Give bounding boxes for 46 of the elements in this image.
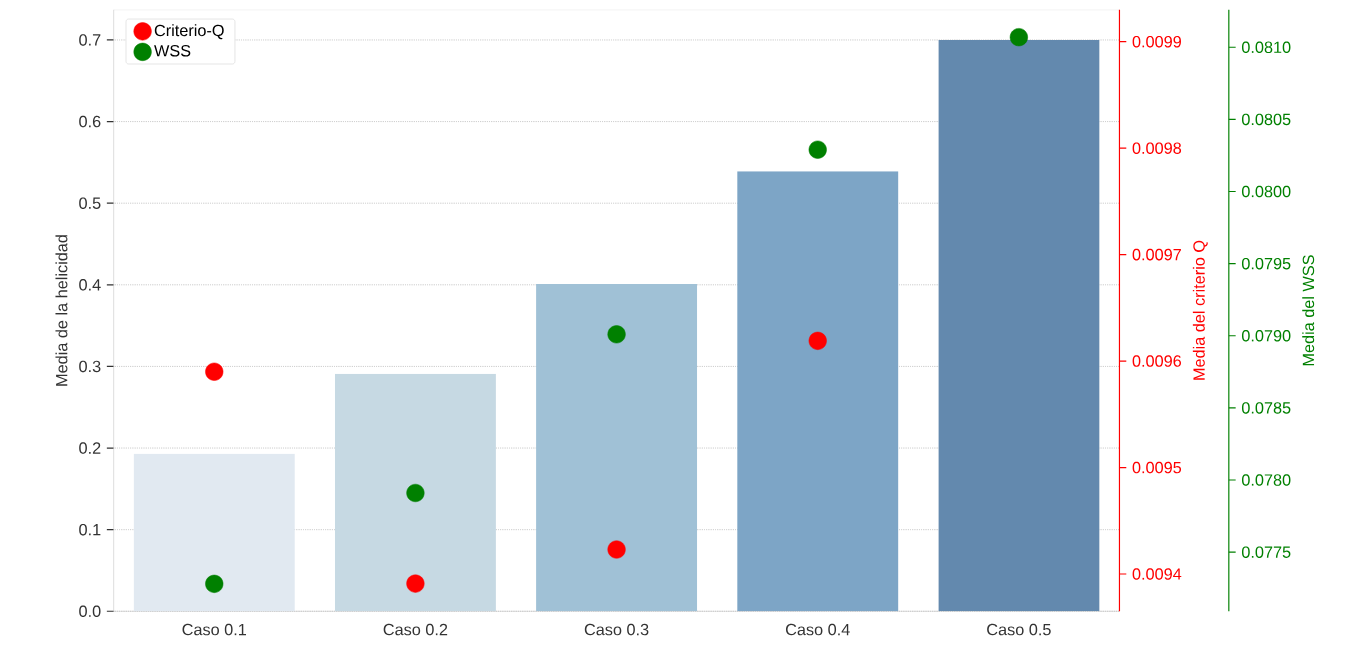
y3-tick-label: 0.0810	[1241, 41, 1291, 53]
y3-tick-label: 0.0785	[1241, 401, 1291, 414]
point	[205, 574, 224, 593]
y3-tick-label: 0.0790	[1241, 329, 1291, 342]
y2-tick-label: 0.0096	[1132, 355, 1182, 367]
point	[808, 140, 827, 159]
bar	[938, 39, 1100, 612]
y-tick-label: 0.7	[79, 34, 101, 46]
y2-tick-label: 0.0099	[1132, 35, 1181, 48]
y3-tick-label: 0.0795	[1241, 257, 1291, 270]
y2-tick-label: 0.0097	[1132, 248, 1181, 261]
x-tick-label: Caso 0.5	[987, 623, 1051, 636]
y-tick-label: 0.0	[79, 605, 101, 617]
point	[406, 483, 425, 502]
legend-label: WSS	[154, 44, 191, 57]
y2-tick-label: 0.0095	[1132, 461, 1182, 474]
bar	[536, 283, 698, 612]
y3-tick-label: 0.0805	[1241, 113, 1291, 126]
y-tick-label: 0.4	[79, 278, 101, 291]
x-tick-label: Caso 0.2	[383, 623, 448, 636]
point	[1009, 27, 1028, 47]
point	[808, 331, 827, 350]
point	[607, 540, 626, 559]
y3-tick-label: 0.0780	[1241, 474, 1291, 486]
y-axis-title: Media de la helicidad	[55, 235, 68, 386]
x-tick-label: Caso 0.4	[785, 623, 850, 636]
y-tick-label: 0.2	[79, 442, 101, 454]
y-tick-label: 0.3	[79, 360, 101, 373]
y2-tick-label: 0.0094	[1132, 568, 1182, 580]
y3-axis-title: Media del WSS	[1302, 255, 1315, 366]
y2-tick-label: 0.0098	[1132, 142, 1182, 154]
legend-label: Criterio-Q	[154, 24, 224, 39]
bar	[737, 171, 899, 612]
y-tick-label: 0.1	[79, 523, 101, 536]
point	[205, 362, 224, 381]
point	[406, 574, 425, 593]
bar	[133, 453, 295, 612]
y-tick-label: 0.5	[79, 197, 101, 209]
bar	[334, 373, 496, 612]
y2-axis-title: Media del criterio Q	[1192, 240, 1208, 380]
x-tick-label: Caso 0.3	[584, 623, 649, 636]
y-tick-label: 0.6	[79, 115, 101, 128]
x-tick-label: Caso 0.1	[182, 623, 247, 636]
y3-tick-label: 0.0775	[1241, 546, 1291, 558]
y3-tick-label: 0.0800	[1241, 185, 1291, 198]
point	[607, 325, 626, 344]
